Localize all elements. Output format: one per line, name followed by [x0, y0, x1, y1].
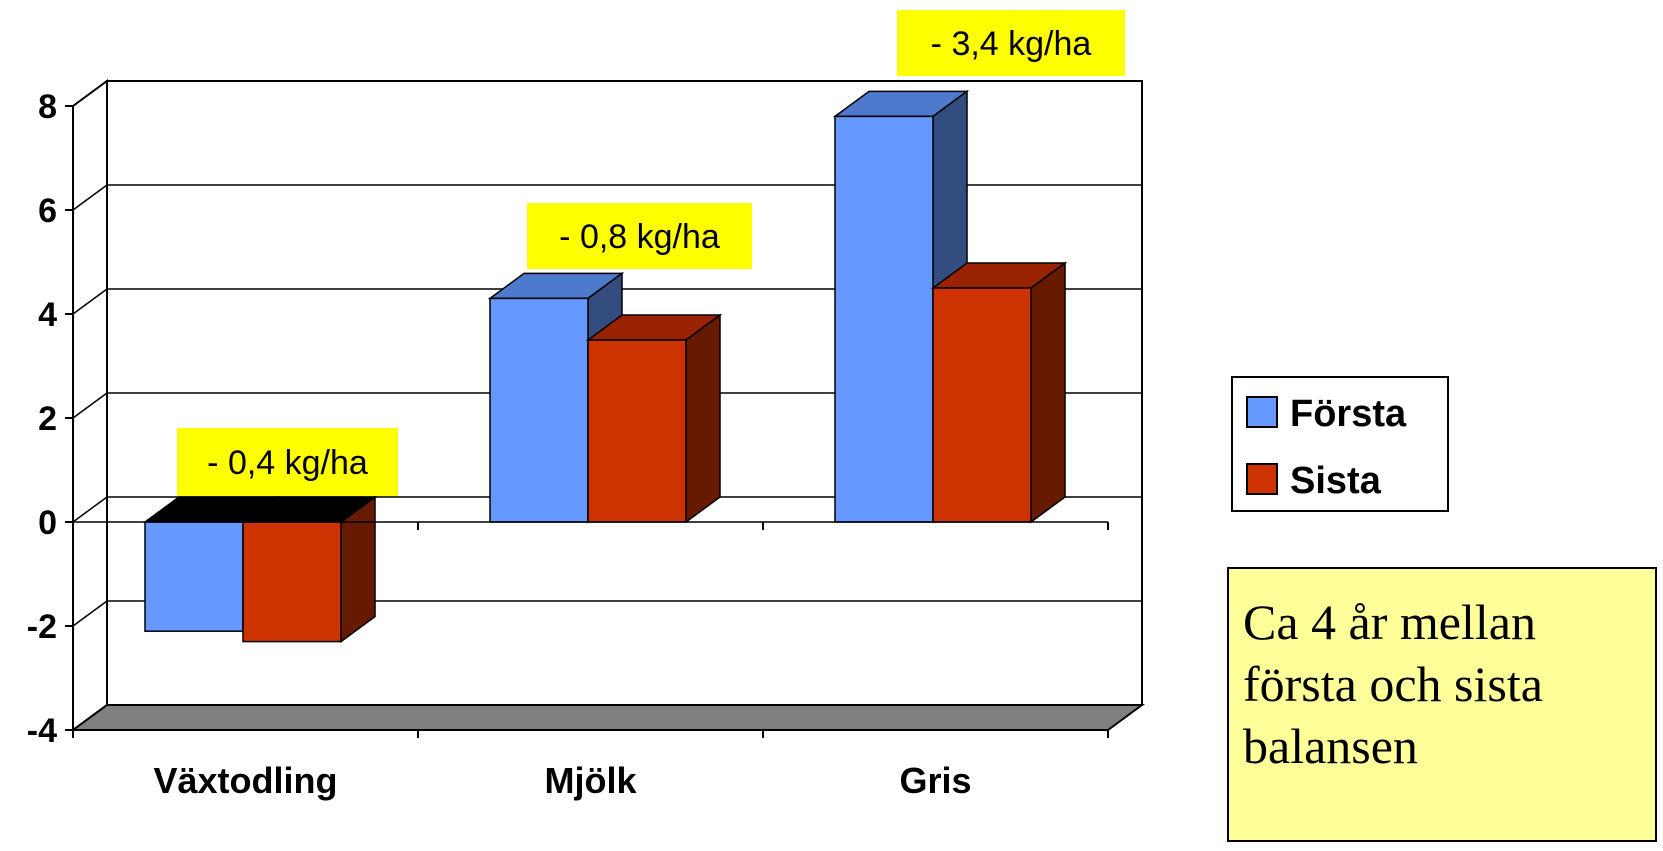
bar-side-face	[1030, 261, 1066, 524]
legend-label: Sista	[1290, 460, 1382, 502]
chart-axis-layer: -4 -2 0 2 4 6 8 Växtodling Mjölk Gris	[27, 88, 1109, 801]
chart-annotations: - 0,4 kg/ha - 0,8 kg/ha - 3,4 kg/ha	[177, 10, 1125, 496]
gridline-side	[72, 80, 108, 107]
annotation-box	[177, 428, 398, 496]
y-tick-label: 0	[38, 504, 57, 542]
annotation-label: - 3,4 kg/ha	[931, 25, 1092, 63]
bar-1-0	[240, 495, 378, 644]
bar-1-2	[930, 261, 1068, 524]
annotation-label: - 0,8 kg/ha	[559, 218, 720, 256]
y-tick-label: 6	[38, 192, 57, 230]
chart-legend: Första Sista	[1231, 376, 1449, 512]
bar-front-face	[587, 339, 687, 523]
x-category-label: Växtodling	[153, 760, 337, 801]
gridline-side	[72, 496, 108, 523]
legend-swatch	[1246, 463, 1278, 495]
gridline-side	[72, 392, 108, 419]
annotation-1: - 0,8 kg/ha	[527, 203, 752, 269]
y-tick-label: -2	[27, 608, 57, 646]
x-category-label: Gris	[899, 760, 971, 801]
annotation-0: - 0,4 kg/ha	[177, 428, 398, 496]
legend-label: Första	[1290, 393, 1407, 435]
bar-side-face	[685, 313, 721, 524]
y-tick-label: 4	[38, 296, 57, 334]
note-line: Ca 4 år mellan	[1243, 594, 1536, 650]
note-line: första och sista	[1243, 656, 1543, 712]
y-tick-label: -4	[27, 712, 57, 750]
note-box: Ca 4 år mellan första och sista balansen	[1227, 567, 1657, 842]
annotation-box	[527, 203, 752, 269]
bar-1-1	[585, 313, 723, 524]
chart-floor	[69, 704, 1146, 731]
annotation-label: - 0,4 kg/ha	[207, 444, 368, 482]
gridline-side	[72, 288, 108, 315]
bar-front-face	[489, 297, 589, 523]
legend-swatch	[1246, 396, 1278, 428]
bar-front-face	[834, 115, 934, 523]
bar-front-face	[242, 521, 342, 643]
gridline-side	[72, 600, 108, 627]
gridline-side	[72, 184, 108, 211]
chart-bars-layer	[142, 89, 1068, 644]
bar-front-face	[144, 521, 244, 632]
x-category-label: Mjölk	[544, 760, 637, 801]
annotation-2: - 3,4 kg/ha	[897, 10, 1125, 76]
y-tick-label: 8	[38, 88, 57, 126]
annotation-box	[897, 10, 1125, 76]
bar-side-face	[340, 495, 376, 644]
y-tick-label: 2	[38, 400, 57, 438]
bar-front-face	[932, 287, 1032, 523]
note-line: balansen	[1243, 718, 1418, 774]
